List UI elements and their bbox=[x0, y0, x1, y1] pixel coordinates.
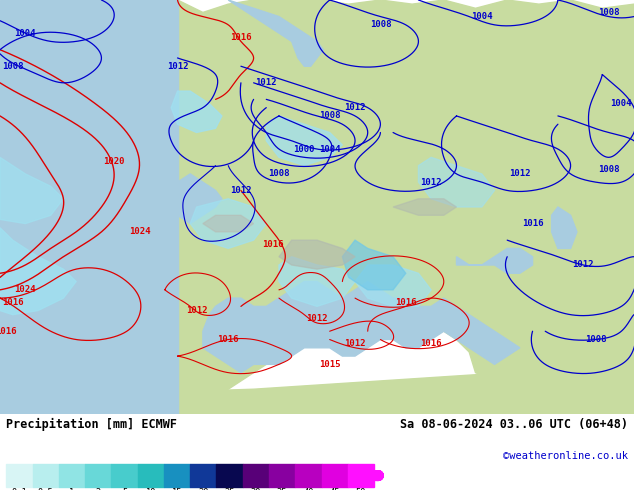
Text: 1016: 1016 bbox=[395, 298, 417, 307]
Text: 2: 2 bbox=[96, 489, 101, 490]
Text: 15: 15 bbox=[172, 489, 183, 490]
Bar bbox=[138, 464, 164, 487]
Text: 35: 35 bbox=[277, 489, 287, 490]
Text: 1: 1 bbox=[69, 489, 75, 490]
Text: 1008: 1008 bbox=[268, 170, 290, 178]
Text: 1012: 1012 bbox=[573, 261, 594, 270]
Polygon shape bbox=[178, 95, 203, 120]
Polygon shape bbox=[178, 174, 222, 223]
Polygon shape bbox=[456, 248, 533, 273]
Polygon shape bbox=[279, 257, 355, 306]
Bar bbox=[243, 464, 269, 487]
Text: 1012: 1012 bbox=[186, 306, 207, 315]
Text: 0.1: 0.1 bbox=[11, 489, 27, 490]
Text: 45: 45 bbox=[330, 489, 340, 490]
Bar bbox=[348, 464, 374, 487]
Polygon shape bbox=[171, 207, 285, 298]
Text: 0.5: 0.5 bbox=[38, 489, 54, 490]
Text: 1012: 1012 bbox=[509, 170, 531, 178]
Polygon shape bbox=[0, 157, 63, 223]
Polygon shape bbox=[355, 265, 431, 306]
Text: 1012: 1012 bbox=[420, 178, 442, 187]
Text: 30: 30 bbox=[250, 489, 261, 490]
Text: 1012: 1012 bbox=[256, 78, 277, 87]
Polygon shape bbox=[197, 83, 235, 124]
Text: 1012: 1012 bbox=[344, 339, 366, 348]
Text: 1015: 1015 bbox=[319, 360, 340, 369]
Polygon shape bbox=[279, 240, 355, 269]
Text: 1020: 1020 bbox=[103, 157, 125, 166]
Polygon shape bbox=[0, 0, 178, 414]
Polygon shape bbox=[0, 228, 76, 315]
Text: 1004: 1004 bbox=[319, 145, 340, 153]
Text: 1012: 1012 bbox=[306, 314, 328, 323]
Bar bbox=[216, 464, 243, 487]
Polygon shape bbox=[203, 215, 254, 232]
Text: 1008: 1008 bbox=[585, 335, 607, 344]
Polygon shape bbox=[279, 0, 368, 83]
Text: 5: 5 bbox=[122, 489, 127, 490]
Bar bbox=[190, 464, 216, 487]
Polygon shape bbox=[190, 199, 266, 248]
Polygon shape bbox=[0, 365, 634, 414]
Text: 10: 10 bbox=[146, 489, 156, 490]
Text: 40: 40 bbox=[303, 489, 314, 490]
Bar bbox=[32, 464, 59, 487]
Polygon shape bbox=[304, 257, 349, 331]
Bar bbox=[295, 464, 321, 487]
Text: 1012: 1012 bbox=[344, 103, 366, 112]
Bar bbox=[269, 464, 295, 487]
Text: 1012: 1012 bbox=[167, 62, 188, 71]
Text: 1008: 1008 bbox=[598, 165, 619, 174]
Text: 1004: 1004 bbox=[471, 12, 493, 21]
Text: ©weatheronline.co.uk: ©weatheronline.co.uk bbox=[503, 450, 628, 461]
Text: 20: 20 bbox=[198, 489, 209, 490]
Text: 1008: 1008 bbox=[2, 62, 23, 71]
Text: 1012: 1012 bbox=[230, 186, 252, 195]
Polygon shape bbox=[393, 199, 456, 215]
Text: 1008: 1008 bbox=[319, 111, 340, 121]
Polygon shape bbox=[342, 240, 406, 290]
Bar bbox=[321, 464, 348, 487]
Text: 1008: 1008 bbox=[598, 8, 619, 17]
Text: 1024: 1024 bbox=[129, 227, 150, 236]
Text: Precipitation [mm] ECMWF: Precipitation [mm] ECMWF bbox=[6, 418, 178, 431]
Polygon shape bbox=[418, 157, 495, 207]
Bar bbox=[164, 464, 190, 487]
Text: 1016: 1016 bbox=[522, 219, 543, 228]
Text: 25: 25 bbox=[224, 489, 235, 490]
Text: 1004: 1004 bbox=[611, 99, 632, 108]
Bar bbox=[112, 464, 138, 487]
Text: 1008: 1008 bbox=[370, 21, 391, 29]
Polygon shape bbox=[552, 207, 577, 248]
Bar bbox=[6, 464, 32, 487]
Polygon shape bbox=[228, 0, 323, 66]
Text: Sa 08-06-2024 03..06 UTC (06+48): Sa 08-06-2024 03..06 UTC (06+48) bbox=[399, 418, 628, 431]
Text: 50: 50 bbox=[356, 489, 366, 490]
Polygon shape bbox=[178, 0, 634, 414]
Text: 1016: 1016 bbox=[420, 339, 442, 348]
Text: 1016: 1016 bbox=[262, 240, 283, 249]
Text: 1016: 1016 bbox=[217, 335, 239, 344]
Text: 1016: 1016 bbox=[0, 327, 17, 336]
Polygon shape bbox=[203, 282, 520, 372]
Polygon shape bbox=[171, 91, 222, 132]
Text: 1004: 1004 bbox=[15, 28, 36, 38]
Text: 1016: 1016 bbox=[2, 298, 23, 307]
Bar bbox=[59, 464, 85, 487]
Text: 1016: 1016 bbox=[230, 33, 252, 42]
Polygon shape bbox=[266, 116, 342, 166]
Text: 1024: 1024 bbox=[15, 285, 36, 294]
Text: 1000: 1000 bbox=[294, 145, 315, 153]
Bar bbox=[85, 464, 112, 487]
